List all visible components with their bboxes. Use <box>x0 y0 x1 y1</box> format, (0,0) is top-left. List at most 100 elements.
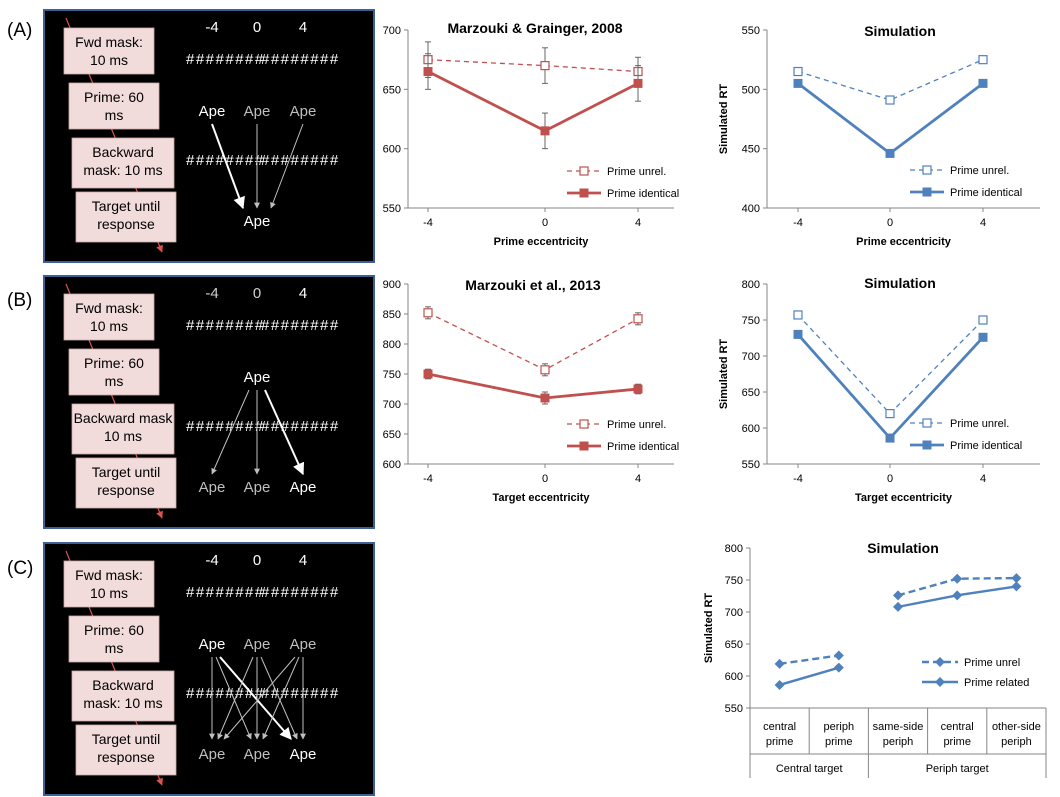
y-tick-label: 650 <box>742 387 760 399</box>
prime-word: Ape <box>199 636 226 653</box>
data-point <box>423 308 433 318</box>
y-tick-label: 900 <box>383 279 401 291</box>
legend-marker <box>935 657 945 667</box>
ecc-label: -4 <box>205 552 218 569</box>
data-point <box>793 66 803 77</box>
chart-4: Simulation 550 600 650 700 750 800 Simulated RT… <box>703 540 1047 778</box>
activation-arrow <box>217 656 254 740</box>
step-box-2 <box>71 670 175 722</box>
activation-arrow <box>211 389 250 475</box>
data-point <box>1011 581 1022 592</box>
data-point <box>893 601 903 612</box>
target-word: Ape <box>244 479 271 496</box>
chart-title: Marzouki et al., 2013 <box>465 277 601 293</box>
step-label-0: Fwd mask: 10 ms <box>75 300 143 334</box>
data-point <box>952 590 963 601</box>
legend-label: Prime unrel. <box>950 165 1009 177</box>
series-line-1 <box>779 666 840 687</box>
y-tick-label: 600 <box>742 423 760 435</box>
legend-marker <box>579 188 589 198</box>
legend-label: Prime identical <box>607 188 679 200</box>
y-axis-label: RT <box>363 366 375 381</box>
y-tick-label: 750 <box>725 575 743 587</box>
target-word: Ape <box>290 479 317 496</box>
step-label-1: Prime: 60 ms <box>84 89 144 123</box>
activation-arrow <box>219 656 292 740</box>
prime-word: Ape <box>290 103 317 120</box>
data-point <box>423 67 433 77</box>
ecc-label: 0 <box>253 552 261 569</box>
x-tick-label: periph prime <box>824 721 855 748</box>
panel-label-b: (B) <box>7 290 33 311</box>
y-tick-label: 600 <box>383 459 401 471</box>
mask-row-0: ######## <box>186 51 265 68</box>
step-box-2 <box>71 137 175 189</box>
legend-label: Prime identical <box>950 187 1022 199</box>
series-line-1 <box>427 372 639 400</box>
data-point <box>540 365 550 375</box>
y-tick-label: 700 <box>742 351 760 363</box>
ecc-label: 0 <box>253 19 261 36</box>
x-tick-label: 0 <box>542 473 548 485</box>
ecc-label: 4 <box>299 19 307 36</box>
legend-label: Prime unrel. <box>607 166 666 178</box>
step-label-1: Prime: 60 ms <box>84 355 144 389</box>
legend-label: Prime unrel. <box>950 418 1009 430</box>
y-tick-label: 700 <box>383 399 401 411</box>
x-axis-label: Prime eccentricity <box>856 236 952 248</box>
chart-0: Marzouki & Grainger, 2008 550 600 650 700 -4 0… <box>363 20 679 248</box>
step-label-0: Fwd mask: 10 ms <box>75 567 143 601</box>
activation-arrow <box>264 389 305 476</box>
step-box-2 <box>71 403 175 455</box>
data-point <box>978 78 988 88</box>
step-box-1 <box>68 348 160 396</box>
y-tick-label: 850 <box>383 309 401 321</box>
mask-row-0: ######## <box>261 584 340 601</box>
activation-arrow <box>223 656 296 740</box>
legend-marker <box>922 418 932 428</box>
y-tick-label: 750 <box>383 369 401 381</box>
mask-row-1: ######## <box>261 152 340 169</box>
y-tick-label: 550 <box>383 203 401 215</box>
chart-title: Simulation <box>867 540 939 556</box>
data-point <box>978 332 988 342</box>
step-box-1 <box>68 615 160 663</box>
legend-marker <box>922 165 932 175</box>
step-label-0: Fwd mask: 10 ms <box>75 34 143 68</box>
x-axis-label: Prime eccentricity <box>494 236 590 248</box>
mask-row-1: ######## <box>186 685 265 702</box>
mask-row-0: ######## <box>186 317 265 334</box>
data-point <box>885 148 895 158</box>
y-axis-label: Simulated RT <box>718 339 730 410</box>
data-point <box>774 658 785 669</box>
mask-row-1: ######## <box>261 685 340 702</box>
data-point <box>893 590 903 601</box>
data-point <box>633 314 643 324</box>
x-tick-label: 4 <box>980 217 986 229</box>
data-point <box>885 433 895 443</box>
data-point <box>633 78 643 88</box>
legend-marker <box>922 440 932 450</box>
legend-label: Prime related <box>964 677 1029 689</box>
x-tick-label: 4 <box>980 473 986 485</box>
step-label-2: Backward mask 10 ms <box>74 410 174 444</box>
data-point <box>978 55 988 65</box>
x-tick-label: same-side periph <box>873 721 924 748</box>
ecc-label: -4 <box>205 19 218 36</box>
y-tick-label: 600 <box>725 671 743 683</box>
legend-marker <box>579 441 589 451</box>
step-box-1 <box>68 82 160 130</box>
x-tick-label: 4 <box>635 217 641 229</box>
data-point <box>952 573 963 584</box>
x-axis-label: Target eccentricity <box>492 492 590 504</box>
mask-row-0: ######## <box>261 51 340 68</box>
data-point <box>423 369 433 379</box>
legend-label: Prime unrel <box>964 657 1020 669</box>
target-word: Ape <box>199 746 226 763</box>
step-label-2: Backward mask: 10 ms <box>83 144 162 178</box>
y-tick-label: 650 <box>383 429 401 441</box>
series-line-0 <box>797 59 984 101</box>
y-tick-label: 800 <box>742 279 760 291</box>
data-point <box>540 126 550 136</box>
step-box-0 <box>63 293 155 341</box>
